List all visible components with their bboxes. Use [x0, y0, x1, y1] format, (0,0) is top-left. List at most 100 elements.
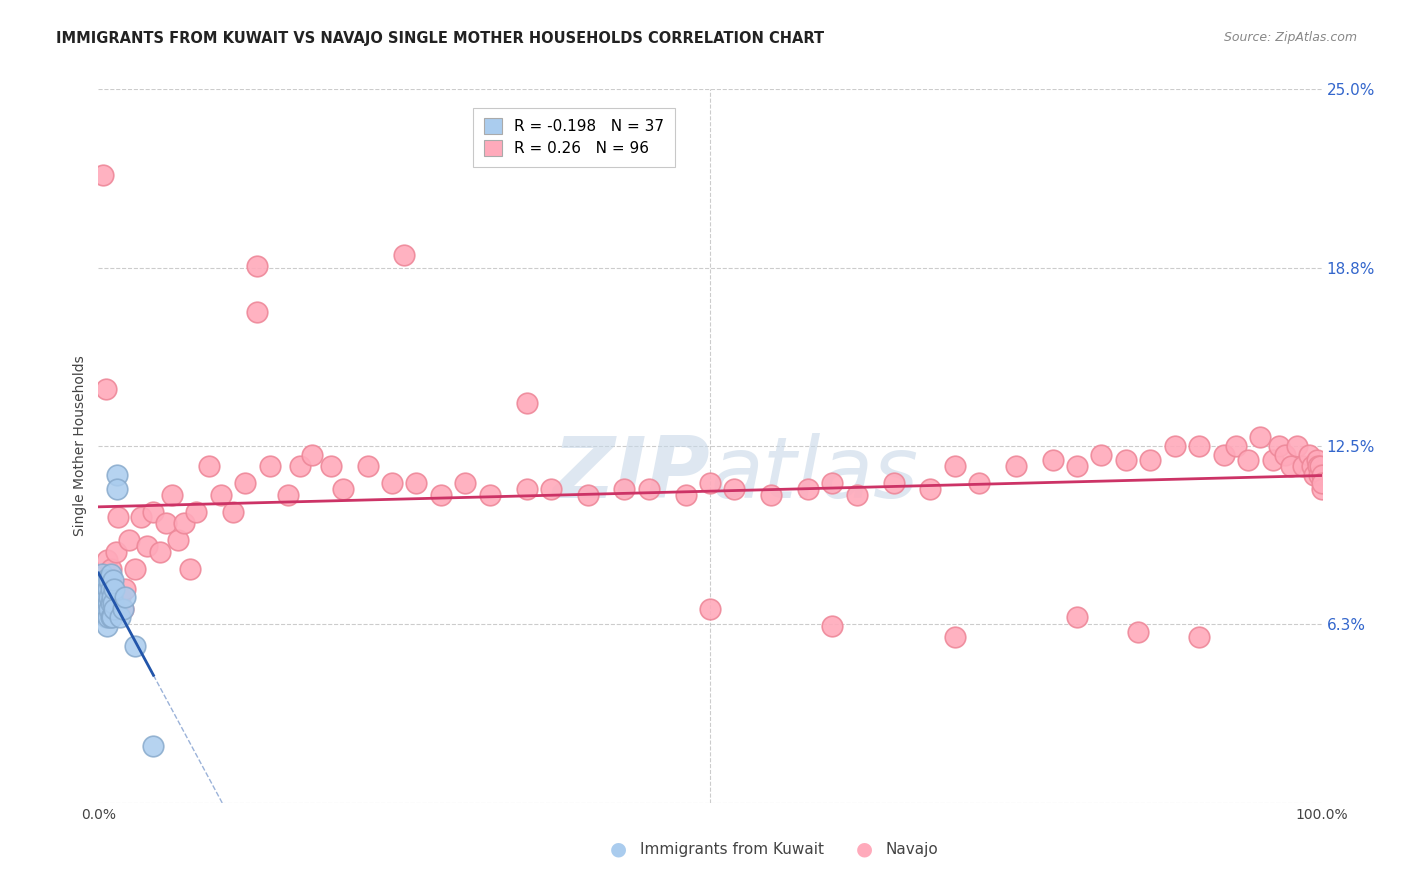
Point	[186, 505, 208, 519]
Point	[94, 591, 117, 605]
Point	[1308, 467, 1330, 482]
Text: atlas: atlas	[710, 433, 918, 516]
Point	[209, 487, 232, 501]
Point	[97, 610, 120, 624]
Point	[142, 739, 165, 753]
Point	[1066, 458, 1088, 473]
Point	[301, 448, 323, 462]
Point	[277, 487, 299, 501]
Point	[1306, 458, 1329, 473]
Point	[246, 305, 269, 319]
Point	[405, 476, 427, 491]
Point	[118, 533, 141, 548]
Point	[1292, 458, 1315, 473]
Point	[222, 505, 245, 519]
Y-axis label: Single Mother Households: Single Mother Households	[73, 356, 87, 536]
Point	[96, 601, 118, 615]
Point	[883, 476, 905, 491]
Point	[93, 567, 115, 582]
Point	[124, 639, 146, 653]
Text: IMMIGRANTS FROM KUWAIT VS NAVAJO SINGLE MOTHER HOUSEHOLDS CORRELATION CHART: IMMIGRANTS FROM KUWAIT VS NAVAJO SINGLE …	[56, 31, 824, 46]
Point	[920, 482, 942, 496]
Point	[699, 601, 721, 615]
Point	[478, 487, 501, 501]
Point	[1237, 453, 1260, 467]
Point	[110, 591, 132, 605]
Point	[967, 476, 990, 491]
Point	[1310, 482, 1333, 496]
Point	[1066, 610, 1088, 624]
Point	[1225, 439, 1247, 453]
Point	[1128, 624, 1150, 639]
Point	[515, 396, 537, 410]
Legend: R = -0.198   N = 37, R = 0.26   N = 96: R = -0.198 N = 37, R = 0.26 N = 96	[472, 108, 675, 167]
Point	[1274, 448, 1296, 462]
Point	[91, 582, 114, 596]
Point	[136, 539, 159, 553]
Point	[101, 591, 124, 605]
Point	[98, 591, 121, 605]
Point	[943, 630, 966, 644]
Point	[100, 582, 122, 596]
Point	[93, 573, 115, 587]
Point	[142, 505, 165, 519]
Point	[1279, 458, 1302, 473]
Point	[1139, 453, 1161, 467]
Text: ●: ●	[856, 839, 873, 859]
Point	[104, 544, 127, 558]
Point	[290, 458, 312, 473]
Point	[1042, 453, 1064, 467]
Point	[94, 579, 117, 593]
Point	[101, 582, 124, 596]
Point	[179, 562, 201, 576]
Point	[114, 591, 136, 605]
Point	[332, 482, 354, 496]
Point	[105, 467, 128, 482]
Point	[1188, 630, 1211, 644]
Point	[160, 487, 183, 501]
Point	[98, 601, 121, 615]
Point	[1261, 453, 1284, 467]
Point	[91, 168, 114, 182]
Point	[107, 510, 129, 524]
Point	[1303, 467, 1326, 482]
Point	[430, 487, 453, 501]
Text: Source: ZipAtlas.com: Source: ZipAtlas.com	[1223, 31, 1357, 45]
Point	[576, 487, 599, 501]
Point	[1301, 458, 1323, 473]
Point	[675, 487, 697, 501]
Point	[98, 573, 121, 587]
Point	[1298, 448, 1320, 462]
Point	[103, 582, 125, 596]
Point	[454, 476, 477, 491]
Text: ●: ●	[610, 839, 627, 859]
Point	[111, 601, 134, 615]
Point	[821, 476, 844, 491]
Point	[233, 476, 256, 491]
Point	[540, 482, 562, 496]
Point	[90, 582, 112, 596]
Point	[821, 619, 844, 633]
Point	[1249, 430, 1271, 444]
Point	[1310, 467, 1333, 482]
Point	[1212, 448, 1234, 462]
Point	[101, 610, 124, 624]
Point	[1115, 453, 1137, 467]
Point	[943, 458, 966, 473]
Point	[100, 567, 122, 582]
Point	[94, 596, 117, 610]
Point	[381, 476, 404, 491]
Point	[155, 516, 177, 530]
Point	[96, 619, 118, 633]
Point	[637, 482, 661, 496]
Point	[97, 582, 120, 596]
Point	[101, 596, 124, 610]
Point	[797, 482, 820, 496]
Point	[105, 482, 128, 496]
Point	[91, 601, 114, 615]
Point	[515, 482, 537, 496]
Point	[1306, 453, 1329, 467]
Point	[392, 248, 416, 262]
Point	[1164, 439, 1187, 453]
Point	[699, 476, 721, 491]
